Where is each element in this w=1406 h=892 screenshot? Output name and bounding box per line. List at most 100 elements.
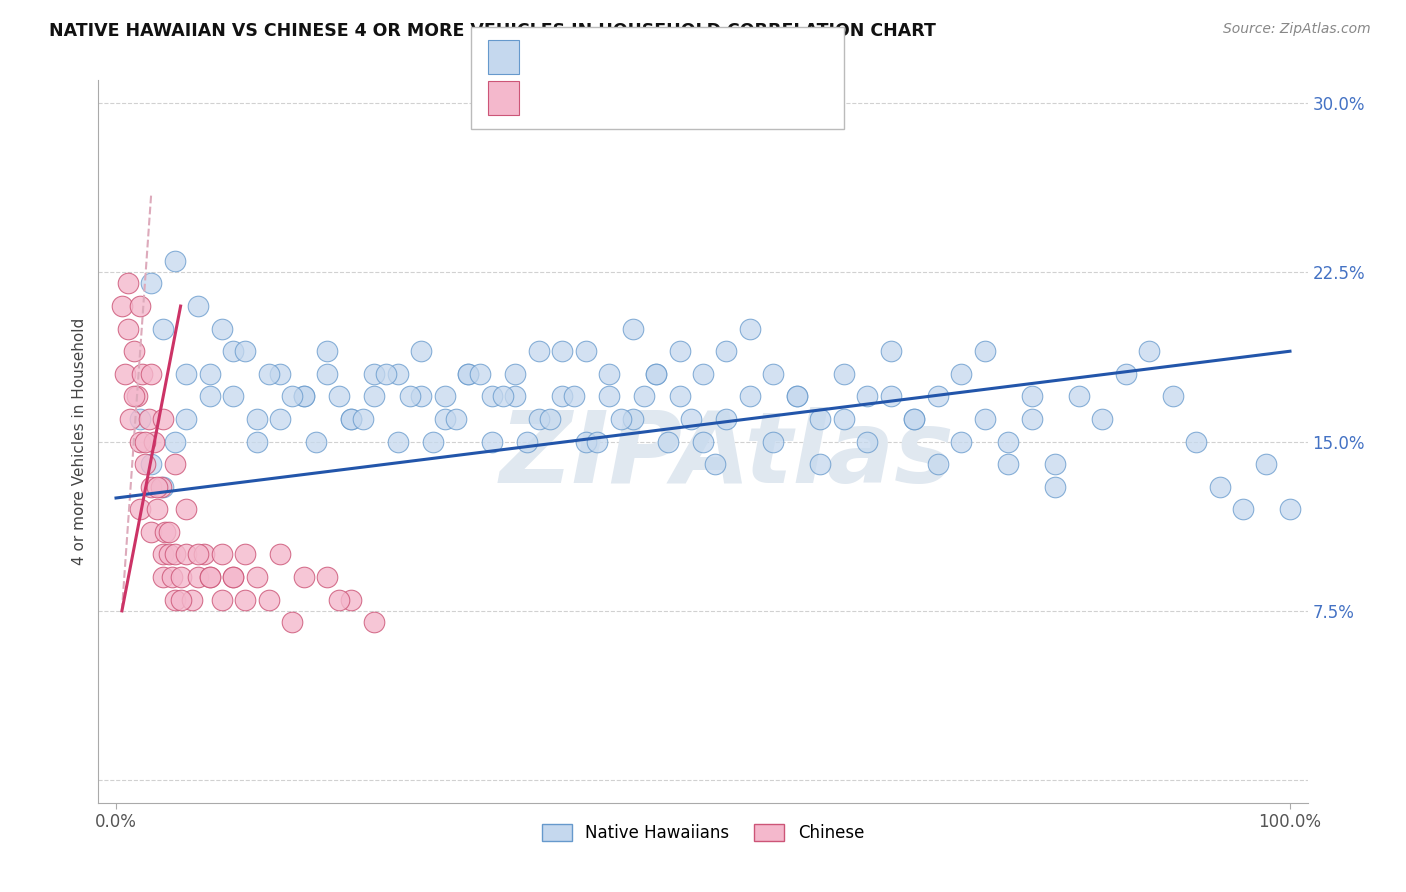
Point	[610, 412, 633, 426]
Point	[222, 344, 245, 359]
Point	[152, 480, 174, 494]
Point	[575, 434, 598, 449]
Point	[621, 321, 644, 335]
Point	[586, 434, 609, 449]
Point	[176, 412, 198, 426]
Point	[1137, 344, 1160, 359]
Point	[138, 412, 160, 426]
Point	[304, 434, 326, 449]
Point	[927, 457, 949, 471]
Point	[927, 389, 949, 403]
Point	[645, 367, 668, 381]
Point	[468, 367, 491, 381]
Point	[363, 615, 385, 630]
Point	[762, 367, 785, 381]
Point	[457, 367, 479, 381]
Point	[716, 412, 738, 426]
Point	[169, 592, 191, 607]
Point	[198, 389, 221, 403]
Point	[176, 502, 198, 516]
Point	[657, 434, 679, 449]
Point	[257, 367, 280, 381]
Point	[832, 412, 855, 426]
Point	[481, 434, 503, 449]
Point	[198, 570, 221, 584]
Point	[152, 321, 174, 335]
Point	[738, 321, 761, 335]
Text: ZIPAtlas: ZIPAtlas	[499, 408, 955, 505]
Point	[422, 434, 444, 449]
Legend: Native Hawaiians, Chinese: Native Hawaiians, Chinese	[536, 817, 870, 848]
Point	[387, 434, 409, 449]
Point	[527, 412, 550, 426]
Point	[1208, 480, 1230, 494]
Point	[187, 299, 209, 313]
Point	[997, 457, 1019, 471]
Point	[1232, 502, 1254, 516]
Point	[316, 344, 339, 359]
Point	[903, 412, 925, 426]
Point	[128, 434, 150, 449]
Point	[176, 548, 198, 562]
Point	[692, 367, 714, 381]
Point	[633, 389, 655, 403]
Point	[1067, 389, 1090, 403]
Point	[141, 480, 163, 494]
Point	[328, 592, 350, 607]
Point	[1278, 502, 1301, 516]
Point	[856, 434, 879, 449]
Point	[340, 412, 363, 426]
Point	[503, 389, 526, 403]
Point	[703, 457, 725, 471]
Point	[163, 457, 186, 471]
Point	[973, 344, 995, 359]
Point	[122, 389, 145, 403]
Point	[1161, 389, 1184, 403]
Point	[786, 389, 808, 403]
Point	[551, 389, 574, 403]
Point	[668, 344, 690, 359]
Point	[141, 277, 163, 291]
Text: N = 57: N = 57	[686, 87, 748, 105]
Point	[269, 412, 291, 426]
Point	[163, 548, 186, 562]
Point	[738, 389, 761, 403]
Text: N = 113: N = 113	[686, 46, 761, 64]
Point	[340, 412, 363, 426]
Point	[492, 389, 515, 403]
Text: Source: ZipAtlas.com: Source: ZipAtlas.com	[1223, 22, 1371, 37]
Point	[340, 592, 363, 607]
Point	[152, 548, 174, 562]
Point	[716, 344, 738, 359]
Point	[762, 434, 785, 449]
Point	[363, 367, 385, 381]
Point	[281, 389, 304, 403]
Point	[598, 389, 620, 403]
Point	[120, 412, 142, 426]
Point	[516, 434, 538, 449]
Point	[269, 548, 291, 562]
Point	[157, 548, 180, 562]
Point	[162, 570, 184, 584]
Point	[316, 570, 339, 584]
Point	[134, 434, 156, 449]
Point	[292, 389, 315, 403]
Point	[193, 548, 215, 562]
Point	[856, 389, 879, 403]
Point	[551, 344, 574, 359]
Point	[117, 321, 139, 335]
Point	[187, 548, 209, 562]
Point	[786, 389, 808, 403]
Point	[211, 321, 233, 335]
Point	[880, 389, 903, 403]
Point	[128, 412, 150, 426]
Point	[281, 615, 304, 630]
Point	[198, 367, 221, 381]
Point	[157, 524, 180, 539]
Point	[169, 570, 191, 584]
Point	[257, 592, 280, 607]
Point	[832, 367, 855, 381]
Point	[163, 253, 186, 268]
Point	[950, 367, 973, 381]
Point	[481, 389, 503, 403]
